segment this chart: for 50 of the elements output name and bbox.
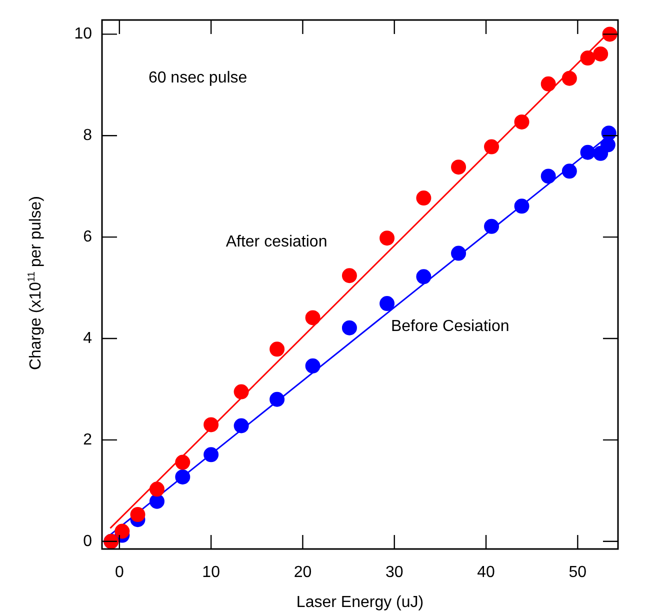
point (562, 164, 577, 179)
point (416, 190, 432, 206)
point (234, 418, 249, 434)
point (484, 139, 500, 154)
point (380, 230, 395, 246)
point (342, 268, 357, 284)
annotation: 60 nsec pulse (148, 70, 248, 87)
point (451, 246, 466, 261)
y-tick-label: 10 (74, 26, 92, 43)
x-tick-label: 30 (385, 564, 404, 582)
series-label: After cesiation (226, 234, 328, 251)
x-tick-label: 10 (202, 564, 220, 582)
point (149, 494, 164, 509)
point (305, 310, 320, 326)
point (305, 358, 320, 374)
point (416, 269, 432, 284)
x-tick-label: 20 (294, 564, 312, 582)
point (540, 76, 556, 92)
point (484, 218, 500, 234)
point (149, 482, 164, 497)
y-tick-label: 0 (83, 532, 92, 550)
series-label: Before Cesiation (390, 318, 510, 336)
point (270, 342, 285, 357)
point (562, 70, 577, 86)
point (204, 447, 219, 462)
point (593, 46, 608, 62)
point (175, 454, 190, 470)
point (204, 417, 219, 432)
point (234, 384, 249, 400)
point (380, 296, 395, 312)
point (175, 469, 190, 484)
y-tick-label: 6 (83, 228, 92, 246)
y-tick-label: 4 (83, 330, 92, 347)
point (580, 50, 596, 66)
point (514, 114, 530, 130)
point (342, 320, 357, 336)
point (451, 160, 466, 175)
y-tick-label: 8 (83, 127, 92, 144)
point (270, 392, 285, 407)
point (540, 168, 556, 184)
point (114, 524, 130, 539)
point (601, 126, 616, 141)
x-axis-title: Laser Energy (uJ) (296, 594, 424, 611)
x-tick-label: 50 (568, 564, 587, 582)
y-tick-label: 2 (83, 431, 92, 448)
x-tick-label: 0 (114, 564, 124, 582)
point (130, 507, 146, 522)
x-tick-label: 40 (477, 564, 496, 582)
point (580, 144, 596, 160)
point (514, 198, 530, 214)
